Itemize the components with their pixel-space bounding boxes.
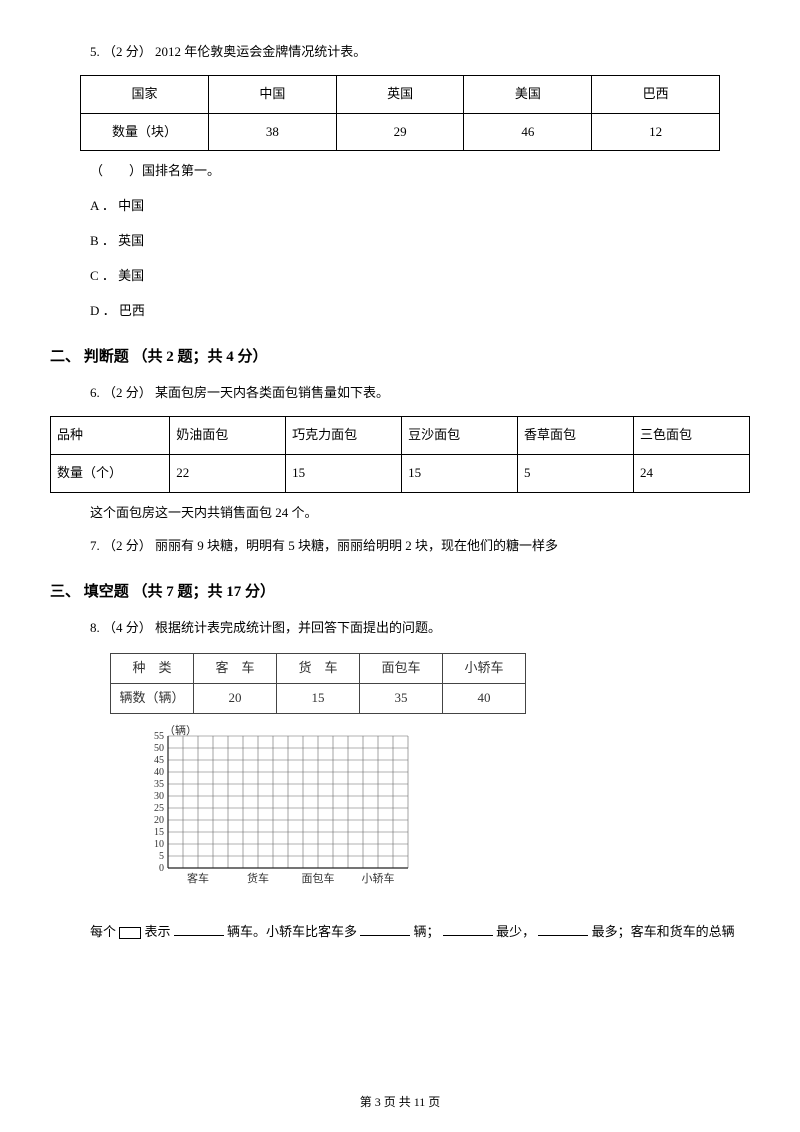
- page-footer: 第 3 页 共 11 页: [0, 1093, 800, 1112]
- svg-text:货车: 货车: [247, 871, 269, 885]
- cell: 美国: [464, 75, 592, 113]
- cell: 客 车: [194, 654, 277, 684]
- q5-table: 国家 中国 英国 美国 巴西 数量（块） 38 29 46 12: [80, 75, 720, 152]
- cell: 15: [286, 454, 402, 492]
- cell: 小轿车: [443, 654, 526, 684]
- cell: 46: [464, 113, 592, 151]
- cell: 35: [360, 683, 443, 713]
- text: 表示: [145, 924, 171, 939]
- cell: 15: [277, 683, 360, 713]
- cell: 5: [518, 454, 634, 492]
- cell: 15: [402, 454, 518, 492]
- svg-text:55: 55: [154, 731, 164, 742]
- section-3-title: 三、 填空题 （共 7 题；共 17 分）: [50, 580, 750, 604]
- option-b[interactable]: B ． 英国: [90, 231, 750, 252]
- cell: 12: [592, 113, 720, 151]
- option-d[interactable]: D ． 巴西: [90, 301, 750, 322]
- blank-input[interactable]: [538, 921, 588, 936]
- text: 辆；: [414, 924, 440, 939]
- cell: 奶油面包: [170, 417, 286, 455]
- cell: 香草面包: [518, 417, 634, 455]
- q8-chart: （辆）5550454035302520151050客车货车面包车小轿车: [140, 724, 750, 901]
- table-row: 种 类 客 车 货 车 面包车 小轿车: [111, 654, 526, 684]
- cell: 品种: [51, 417, 170, 455]
- q5-options: A ． 中国 B ． 英国 C ． 美国 D ． 巴西: [90, 196, 750, 321]
- page: 5. （2 分） 2012 年伦敦奥运会金牌情况统计表。 国家 中国 英国 美国…: [0, 0, 800, 1132]
- cell: 22: [170, 454, 286, 492]
- text: 最少，: [496, 924, 535, 939]
- svg-text:客车: 客车: [187, 871, 209, 885]
- cell: 种 类: [111, 654, 194, 684]
- blank-input[interactable]: [360, 921, 410, 936]
- q6-label: 6. （2 分） 某面包房一天内各类面包销售量如下表。: [90, 383, 750, 404]
- q8-label: 8. （4 分） 根据统计表完成统计图，并回答下面提出的问题。: [90, 618, 750, 639]
- blank-input[interactable]: [443, 921, 493, 936]
- svg-text:50: 50: [154, 743, 164, 754]
- svg-text:0: 0: [159, 863, 164, 874]
- svg-text:5: 5: [159, 851, 164, 862]
- cell: 数量（个）: [51, 454, 170, 492]
- cell: 辆数（辆）: [111, 683, 194, 713]
- q8-table: 种 类 客 车 货 车 面包车 小轿车 辆数（辆） 20 15 35 40: [110, 653, 526, 714]
- cell: 巧克力面包: [286, 417, 402, 455]
- svg-text:（辆）: （辆）: [164, 724, 197, 737]
- svg-text:10: 10: [154, 839, 164, 850]
- option-c[interactable]: C ． 美国: [90, 266, 750, 287]
- q6-table: 品种 奶油面包 巧克力面包 豆沙面包 香草面包 三色面包 数量（个） 22 15…: [50, 416, 750, 493]
- cell: 数量（块）: [81, 113, 209, 151]
- q8-fill: 每个 表示 辆车。小轿车比客车多 辆； 最少， 最多；客车和货车的总辆: [90, 921, 750, 943]
- cell: 巴西: [592, 75, 720, 113]
- table-row: 品种 奶油面包 巧克力面包 豆沙面包 香草面包 三色面包: [51, 417, 750, 455]
- cell: 40: [443, 683, 526, 713]
- table-row: 辆数（辆） 20 15 35 40: [111, 683, 526, 713]
- svg-text:30: 30: [154, 791, 164, 802]
- option-a[interactable]: A ． 中国: [90, 196, 750, 217]
- q5-label: 5. （2 分） 2012 年伦敦奥运会金牌情况统计表。: [90, 42, 750, 63]
- q7-label: 7. （2 分） 丽丽有 9 块糖，明明有 5 块糖，丽丽给明明 2 块，现在他…: [90, 536, 750, 557]
- cell: 国家: [81, 75, 209, 113]
- blank-input[interactable]: [174, 921, 224, 936]
- cell: 三色面包: [633, 417, 749, 455]
- cell: 20: [194, 683, 277, 713]
- table-row: 数量（块） 38 29 46 12: [81, 113, 720, 151]
- section-2-title: 二、 判断题 （共 2 题；共 4 分）: [50, 345, 750, 369]
- cell: 38: [209, 113, 337, 151]
- q5-stem: （ ）国排名第一。: [90, 161, 750, 182]
- cell: 面包车: [360, 654, 443, 684]
- cell: 24: [633, 454, 749, 492]
- text: 辆车。小轿车比客车多: [227, 924, 357, 939]
- svg-text:45: 45: [154, 755, 164, 766]
- bar-chart-svg: （辆）5550454035302520151050客车货车面包车小轿车: [140, 724, 420, 894]
- cell: 英国: [336, 75, 464, 113]
- svg-text:35: 35: [154, 779, 164, 790]
- svg-text:15: 15: [154, 827, 164, 838]
- box-icon: [119, 927, 141, 939]
- q8-table-wrap: 种 类 客 车 货 车 面包车 小轿车 辆数（辆） 20 15 35 40: [110, 653, 750, 714]
- svg-text:小轿车: 小轿车: [362, 871, 395, 885]
- cell: 货 车: [277, 654, 360, 684]
- q6-foot: 这个面包房这一天内共销售面包 24 个。: [90, 503, 750, 524]
- svg-text:面包车: 面包车: [302, 871, 335, 885]
- cell: 中国: [209, 75, 337, 113]
- cell: 豆沙面包: [402, 417, 518, 455]
- svg-text:25: 25: [154, 803, 164, 814]
- text: 最多；客车和货车的总辆: [592, 924, 735, 939]
- text: 每个: [90, 924, 116, 939]
- table-row: 数量（个） 22 15 15 5 24: [51, 454, 750, 492]
- svg-text:20: 20: [154, 815, 164, 826]
- table-row: 国家 中国 英国 美国 巴西: [81, 75, 720, 113]
- svg-text:40: 40: [154, 767, 164, 778]
- cell: 29: [336, 113, 464, 151]
